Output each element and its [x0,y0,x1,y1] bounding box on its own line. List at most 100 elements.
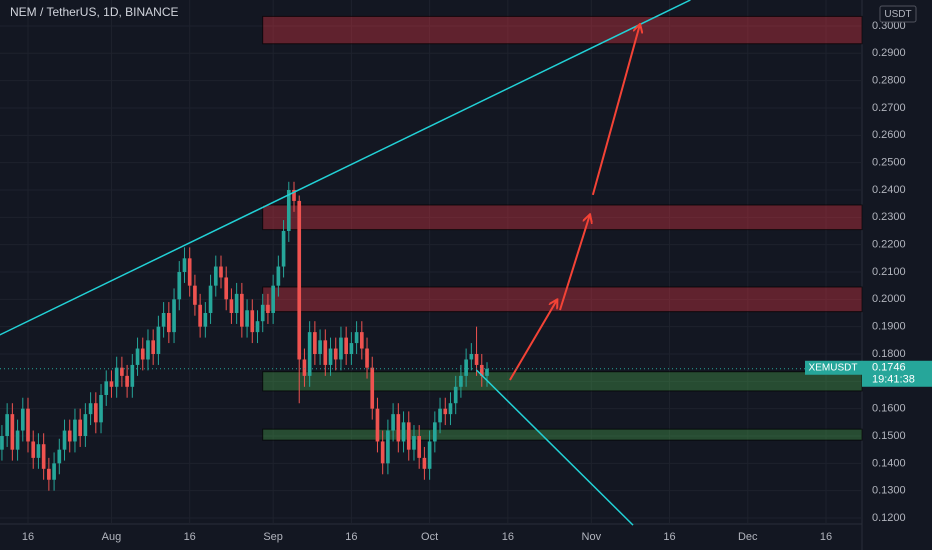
candle-body [151,340,156,355]
x-tick-label: Nov [582,531,602,543]
candle-body [88,403,93,415]
candle-body [427,441,432,469]
candle-body [78,419,82,437]
zone [262,204,863,231]
zone [262,428,863,441]
currency-box[interactable] [879,5,917,23]
x-tick-label: 16 [502,531,514,543]
y-tick-label: 0.1200 [872,512,906,524]
price-label: 0.1746 [872,362,906,374]
candle-body [10,414,15,450]
candle-body [318,340,322,355]
candle-body [203,312,208,327]
y-tick-label: 0.1900 [872,321,906,333]
y-tick-label: 0.3000 [872,20,906,32]
candle-body [5,414,9,437]
candle-body [31,441,36,458]
candle-body [485,368,489,376]
candle-body [255,321,260,333]
candle-body [99,395,103,423]
x-tick-label: 16 [663,531,675,543]
currency[interactable]: USDT [884,9,911,20]
candle-body [349,343,354,355]
candle-body [281,230,286,267]
candle-body [417,436,422,458]
candle-body [344,337,348,355]
candle-body [328,348,333,365]
candle-body [386,430,390,464]
y-tick-label: 0.2100 [872,266,906,278]
candle-body [161,312,166,327]
candle-body [365,348,369,368]
candle-body [120,367,124,376]
candle-body [36,444,41,458]
candle-body [406,422,411,450]
candle-body [276,266,281,286]
candle-body [0,436,4,450]
y-tick-label: 0.2400 [872,184,906,196]
candle-body [130,364,135,387]
candle-body [412,436,416,450]
candle-body [323,340,328,365]
symbol-label: XEMUSDT [809,362,858,373]
candle-body [464,359,468,376]
candle-body [125,375,129,387]
candle-body [260,304,265,322]
y-tick-label: 0.2200 [872,239,906,251]
symbol-tag [805,360,862,375]
candle-body [271,285,275,313]
chart-title: NEM / TetherUS, 1D, BINANCE [10,5,179,19]
x-tick-label: 16 [22,531,34,543]
x-tick-label: Oct [421,531,438,543]
candle-body [219,266,223,278]
candle-body [193,285,197,305]
candle-body [292,189,296,201]
candle-body [114,367,119,387]
candle-body [438,408,442,423]
candle-body [396,414,401,442]
candle-body [240,293,244,327]
candle-body [354,332,359,344]
y-tick-label: 0.2300 [872,211,906,223]
candle-body [443,408,448,415]
candle-body [140,348,145,360]
x-tick-label: Dec [738,531,758,543]
candle-body [333,348,338,360]
candle-body [234,293,239,313]
candle-body [52,463,56,480]
candle-body [67,430,72,442]
candle-body [391,414,395,431]
x-tick-label: 16 [184,531,196,543]
y-tick-label: 0.2800 [872,75,906,87]
candle-body [109,381,114,387]
y-tick-label: 0.1300 [872,485,906,497]
candle-body [156,326,161,355]
candle-body [380,441,385,464]
y-tick-label: 0.2000 [872,293,906,305]
candle-body [135,348,140,365]
candle-body [146,340,150,360]
candle-body [213,266,218,286]
candle-body [266,304,270,313]
y-tick-label: 0.2600 [872,129,906,141]
trendline [476,369,634,526]
candle-body [422,457,427,469]
candle-body [167,312,171,333]
zone [262,371,863,392]
y-tick-label: 0.1500 [872,430,906,442]
x-tick-label: Aug [102,531,122,543]
candle-body [83,414,88,437]
candle-body [177,271,182,300]
candle-body [62,430,67,450]
x-tick-label: 16 [345,531,357,543]
candle-body [229,299,234,313]
countdown: 19:41:38 [872,374,915,386]
trendline [0,0,691,336]
candle-body [339,337,343,360]
candle-body [370,367,375,409]
candle-body [172,299,176,333]
y-tick-label: 0.2900 [872,47,906,59]
candle-body [224,277,229,300]
